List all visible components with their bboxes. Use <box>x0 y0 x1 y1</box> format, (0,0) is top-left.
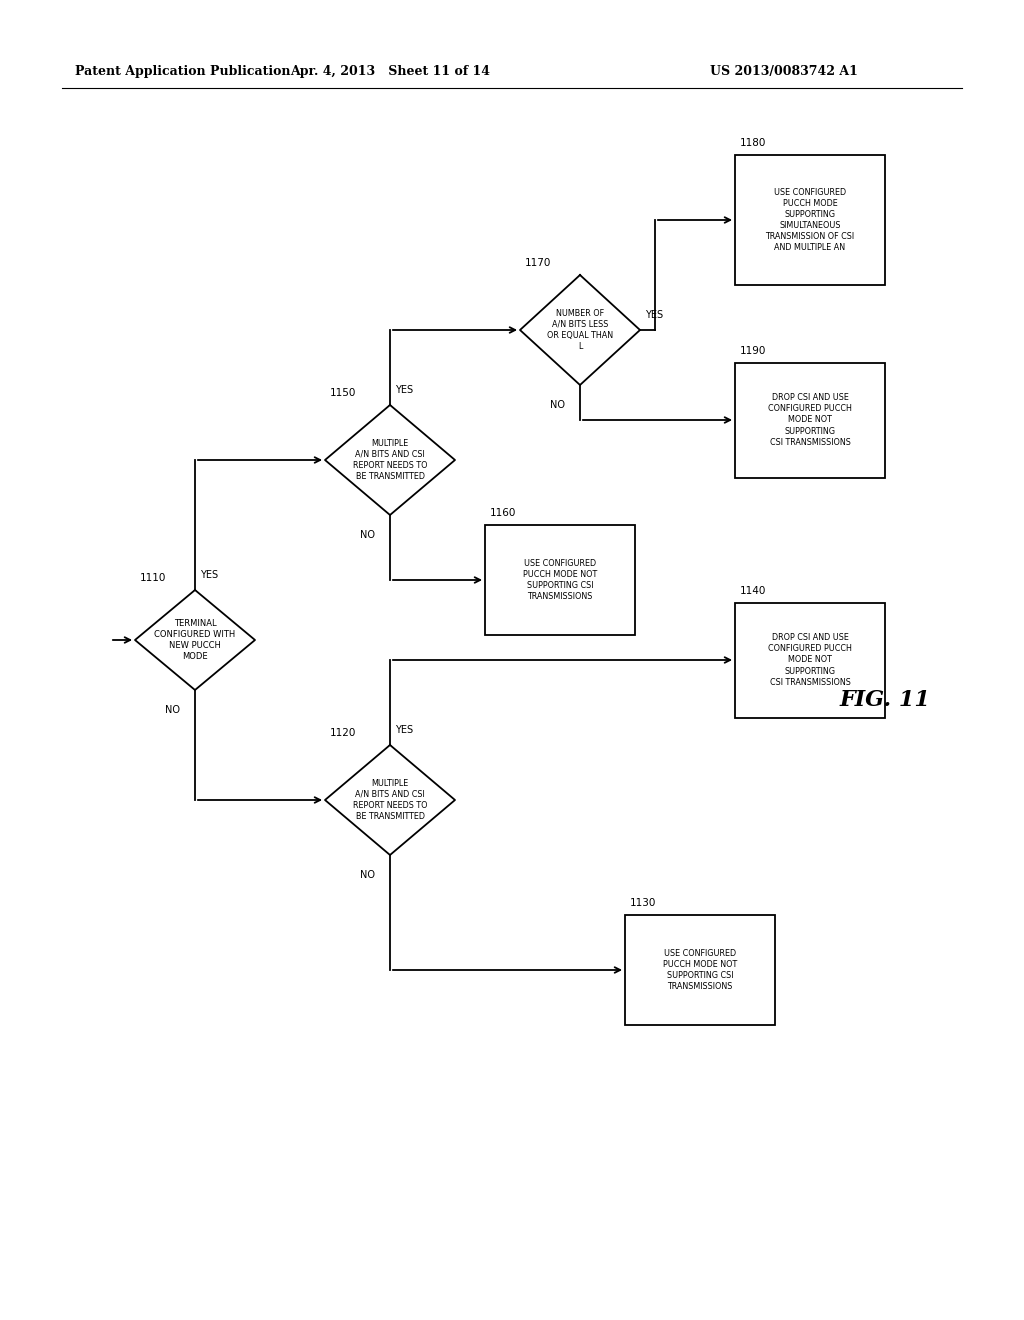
Text: NUMBER OF
A/N BITS LESS
OR EQUAL THAN
L: NUMBER OF A/N BITS LESS OR EQUAL THAN L <box>547 309 613 351</box>
Text: 1120: 1120 <box>330 729 356 738</box>
Text: NO: NO <box>165 705 180 715</box>
Text: MULTIPLE
A/N BITS AND CSI
REPORT NEEDS TO
BE TRANSMITTED: MULTIPLE A/N BITS AND CSI REPORT NEEDS T… <box>352 438 427 482</box>
Text: US 2013/0083742 A1: US 2013/0083742 A1 <box>710 66 858 78</box>
Text: 1190: 1190 <box>740 346 766 355</box>
Text: 1170: 1170 <box>525 257 551 268</box>
Bar <box>735 363 885 478</box>
Text: YES: YES <box>395 385 413 395</box>
Text: USE CONFIGURED
PUCCH MODE NOT
SUPPORTING CSI
TRANSMISSIONS: USE CONFIGURED PUCCH MODE NOT SUPPORTING… <box>523 558 597 601</box>
Bar <box>735 602 885 718</box>
Text: NO: NO <box>360 870 375 880</box>
Text: 1110: 1110 <box>140 573 166 583</box>
Text: YES: YES <box>200 570 218 579</box>
Text: 1150: 1150 <box>330 388 356 399</box>
Text: YES: YES <box>395 725 413 735</box>
Text: 1130: 1130 <box>630 898 656 908</box>
Bar <box>735 154 885 285</box>
Bar <box>625 915 775 1026</box>
Text: YES: YES <box>645 310 664 319</box>
Text: MULTIPLE
A/N BITS AND CSI
REPORT NEEDS TO
BE TRANSMITTED: MULTIPLE A/N BITS AND CSI REPORT NEEDS T… <box>352 779 427 821</box>
Text: TERMINAL
CONFIGURED WITH
NEW PUCCH
MODE: TERMINAL CONFIGURED WITH NEW PUCCH MODE <box>155 619 236 661</box>
Text: Patent Application Publication: Patent Application Publication <box>75 66 291 78</box>
Text: Apr. 4, 2013   Sheet 11 of 14: Apr. 4, 2013 Sheet 11 of 14 <box>290 66 490 78</box>
Text: DROP CSI AND USE
CONFIGURED PUCCH
MODE NOT
SUPPORTING
CSI TRANSMISSIONS: DROP CSI AND USE CONFIGURED PUCCH MODE N… <box>768 393 852 446</box>
Text: 1140: 1140 <box>740 586 766 595</box>
Text: 1180: 1180 <box>740 139 766 148</box>
Text: FIG. 11: FIG. 11 <box>840 689 931 711</box>
Text: DROP CSI AND USE
CONFIGURED PUCCH
MODE NOT
SUPPORTING
CSI TRANSMISSIONS: DROP CSI AND USE CONFIGURED PUCCH MODE N… <box>768 634 852 686</box>
Text: USE CONFIGURED
PUCCH MODE
SUPPORTING
SIMULTANEOUS
TRANSMISSION OF CSI
AND MULTIP: USE CONFIGURED PUCCH MODE SUPPORTING SIM… <box>765 187 855 252</box>
Text: NO: NO <box>360 531 375 540</box>
Bar <box>485 525 635 635</box>
Text: NO: NO <box>550 400 565 411</box>
Text: USE CONFIGURED
PUCCH MODE NOT
SUPPORTING CSI
TRANSMISSIONS: USE CONFIGURED PUCCH MODE NOT SUPPORTING… <box>663 949 737 991</box>
Text: 1160: 1160 <box>490 508 516 517</box>
